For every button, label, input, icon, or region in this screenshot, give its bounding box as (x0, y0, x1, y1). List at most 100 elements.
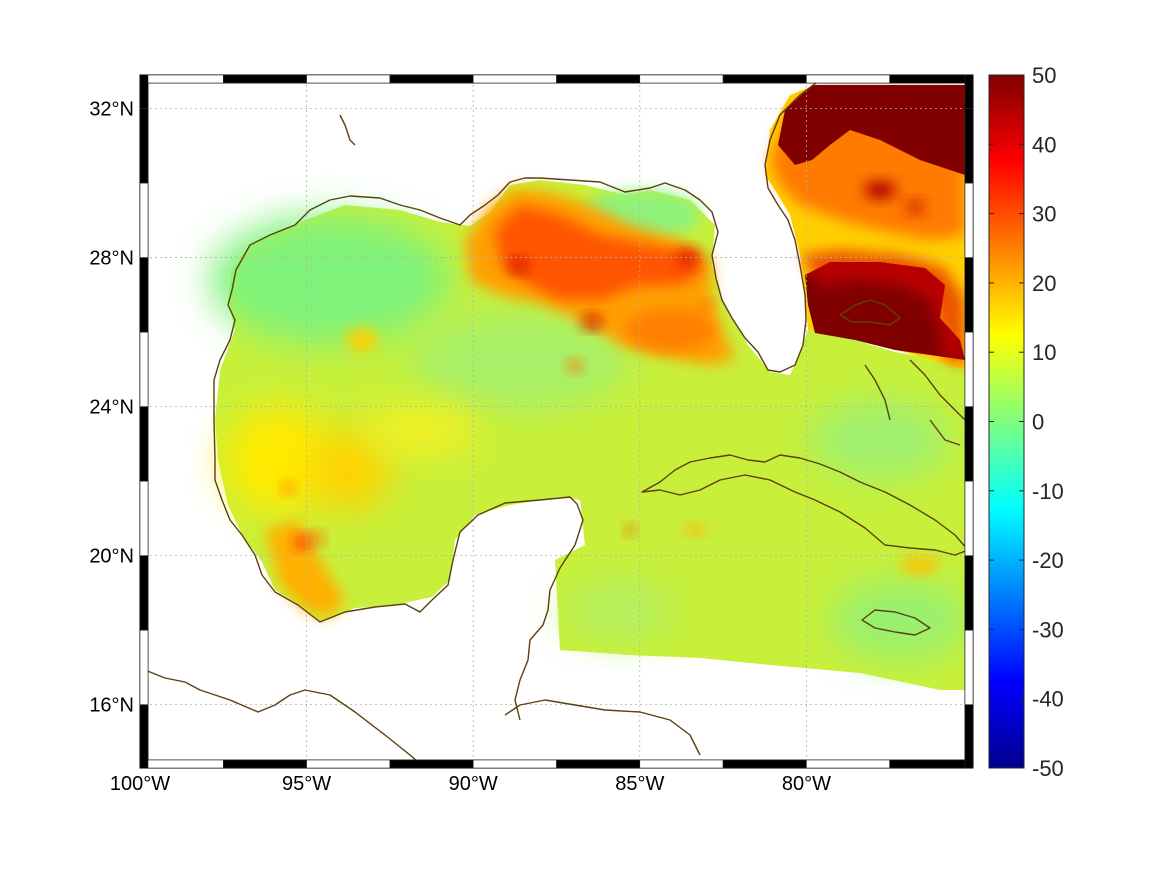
colorbar-tick-label: -30 (1032, 617, 1064, 642)
frame-segment-right (964, 257, 974, 333)
colorbar-gradient (988, 74, 1025, 769)
frame-segment-right (964, 108, 974, 184)
lon-tick-label: 80°W (782, 773, 831, 795)
frame-segment-top (722, 74, 807, 84)
ne-gulf-core-2 (582, 315, 602, 329)
frame-segment-bottom (223, 759, 307, 769)
frame-segment-top (139, 74, 224, 84)
colorbar-tick-label: -10 (1032, 479, 1064, 504)
frame-segment-right (964, 704, 974, 769)
frame-segment-top (556, 74, 641, 84)
lon-tick-label: 100°W (110, 773, 170, 795)
lat-tick-label: 20°N (89, 546, 134, 568)
campeche-hot-2 (312, 532, 324, 544)
frame-segment-bottom (806, 759, 891, 769)
frame-segment-right (964, 480, 974, 556)
cuba-spot (685, 525, 705, 535)
colorbar-tick-label: 10 (1032, 340, 1056, 365)
frame-segment-left (139, 480, 149, 556)
atlantic-spot-1 (864, 181, 896, 199)
grid-lines (140, 75, 973, 768)
latitude-labels: 32°N 28°N 24°N 20°N 16°N (89, 99, 134, 717)
ne-gulf-tail (625, 308, 715, 352)
northeast-gulf-hot (495, 205, 700, 300)
coastline-mexico-east (213, 289, 584, 721)
frame-segment-left (139, 331, 149, 407)
coastline-inland-lake (339, 114, 356, 146)
cayman-spot (625, 525, 635, 535)
mid-yellow-patch (360, 405, 480, 455)
coastline-bahamas-2 (864, 364, 891, 421)
coastline-jamaica (861, 609, 931, 636)
frame-segment-right (964, 555, 974, 631)
frame-segment-bottom (722, 759, 807, 769)
frame-segment-left (139, 555, 149, 631)
frame-segment-bottom (472, 759, 557, 769)
colorbar-tick-label: -20 (1032, 548, 1064, 573)
atlantic-max-north (778, 85, 965, 175)
frame-segment-left (139, 704, 149, 769)
lat-tick-label: 16°N (89, 695, 134, 717)
frame-segment-left (139, 629, 149, 705)
frame-segment-top (806, 74, 891, 84)
map-frame (139, 74, 974, 769)
campeche-hot (295, 535, 311, 549)
ne-gulf-core-1 (508, 259, 528, 273)
frame-segment-right (964, 406, 974, 482)
colorbar-tick-label: 20 (1032, 271, 1056, 296)
bahamas-edge (800, 250, 965, 365)
frame-segment-bottom (639, 759, 724, 769)
frame-segment-bottom (389, 759, 474, 769)
frame-segment-bottom (556, 759, 641, 769)
lon-tick-label: 95°W (282, 773, 331, 795)
lat-tick-label: 32°N (89, 99, 134, 121)
frame-segment-left (139, 182, 149, 258)
frame-segment-right (964, 74, 974, 109)
frame-segment-left (139, 74, 149, 109)
colorbar-tick-label: 0 (1032, 410, 1044, 435)
colorbar: 50 40 30 20 10 0 -10 -20 -30 -40 -50 (988, 63, 1064, 781)
gulf-spot-2 (702, 300, 714, 310)
data-field (210, 85, 970, 690)
frame-segment-top (306, 74, 391, 84)
longitude-labels: 100°W 95°W 90°W 85°W 80°W (110, 773, 831, 795)
central-yellow-patch (310, 430, 390, 510)
frame-segment-bottom (306, 759, 391, 769)
coastline-texas-louisiana (231, 177, 540, 291)
caribbean-spot (900, 557, 940, 573)
colorbar-tick-label: 50 (1032, 63, 1056, 88)
colorbar-tick-label: 30 (1032, 202, 1056, 227)
frame-segment-right (964, 182, 974, 258)
frame-segment-top (389, 74, 474, 84)
frame-segment-right (964, 331, 974, 407)
frame-segment-bottom (139, 759, 224, 769)
frame-segment-top (472, 74, 557, 84)
colorbar-ticks: 50 40 30 20 10 0 -10 -20 -30 -40 -50 (989, 63, 1064, 781)
frame-segment-left (139, 257, 149, 333)
coastlines (140, 79, 969, 768)
coastline-gulf-north (140, 667, 426, 768)
central-gulf-green (410, 310, 630, 410)
frame-segment-top (223, 74, 307, 84)
campeche-warm (265, 520, 345, 618)
lon-tick-label: 85°W (615, 773, 664, 795)
coastline-bahamas-4 (929, 419, 961, 446)
frame-segment-left (139, 406, 149, 482)
frame-segment-top (639, 74, 724, 84)
coastline-cuba (641, 454, 969, 556)
caribbean-green-3 (565, 580, 675, 640)
ne-gulf-core-3 (676, 249, 700, 267)
frame-segment-bottom (889, 759, 974, 769)
gulf-spot-1 (568, 360, 582, 372)
lat-tick-label: 28°N (89, 248, 134, 270)
western-spot-2 (282, 482, 294, 494)
caribbean-green (810, 400, 950, 480)
west-yellow-patch (225, 405, 335, 515)
coastline-florida-panhandle (539, 79, 821, 373)
caribbean-green-2 (830, 580, 970, 660)
colorbar-tick-label: -50 (1032, 756, 1064, 781)
coastline-bahamas-1 (839, 299, 901, 326)
coastline-honduras (504, 699, 701, 756)
western-spot (346, 328, 378, 352)
